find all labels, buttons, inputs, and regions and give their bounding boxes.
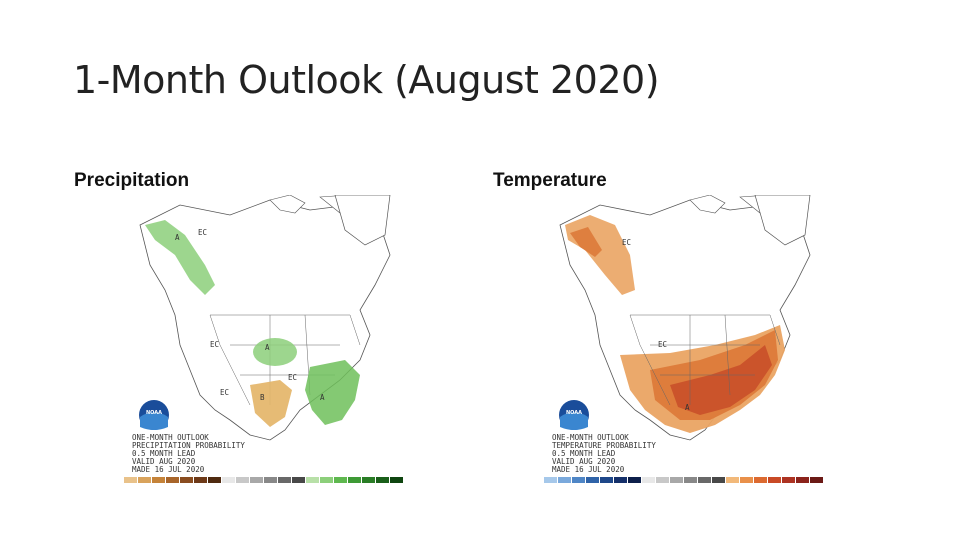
scale-swatch <box>712 477 725 483</box>
scale-swatch <box>698 477 711 483</box>
scale-swatch <box>390 477 403 483</box>
temp-color-scale <box>544 477 823 483</box>
info-line-4: VALID AUG 2020 <box>132 457 196 466</box>
info-line-3: 0.5 MONTH LEAD <box>132 449 196 458</box>
scale-swatch <box>376 477 389 483</box>
noaa-logo-text: NOAA <box>566 410 582 416</box>
precipitation-map-svg: EC A EC A EC EC B A NOAA ONE-MONTH OUTLO… <box>124 195 403 483</box>
scale-swatch <box>600 477 613 483</box>
scale-swatch <box>684 477 697 483</box>
scale-swatch <box>124 477 137 483</box>
region-label-ec-2: EC <box>210 340 219 349</box>
scale-swatch <box>334 477 347 483</box>
scale-swatch <box>166 477 179 483</box>
info-line-3: 0.5 MONTH LEAD <box>552 449 616 458</box>
scale-swatch <box>796 477 809 483</box>
temperature-label: Temperature <box>493 170 607 191</box>
region-label-b: B <box>260 393 265 402</box>
greenland <box>334 195 391 246</box>
scale-swatch <box>558 477 571 483</box>
scale-swatch <box>138 477 151 483</box>
scale-swatch <box>740 477 753 483</box>
scale-swatch <box>180 477 193 483</box>
region-label-ec-3: EC <box>288 373 297 382</box>
scale-swatch <box>642 477 655 483</box>
precip-color-scale <box>124 477 403 483</box>
scale-swatch <box>194 477 207 483</box>
region-label-a-3: A <box>320 393 325 402</box>
scale-swatch <box>306 477 319 483</box>
info-line-5: MADE 16 JUL 2020 <box>552 465 625 474</box>
scale-swatch <box>278 477 291 483</box>
alaska-above-region <box>145 220 215 295</box>
alaska-above-strong-region <box>570 227 602 257</box>
scale-swatch <box>754 477 767 483</box>
scale-swatch <box>614 477 627 483</box>
texas-below-region <box>250 380 292 427</box>
info-line-1: ONE-MONTH OUTLOOK <box>552 433 629 442</box>
region-label-a: A <box>685 403 690 412</box>
scale-swatch <box>810 477 823 483</box>
region-label-ec-1: EC <box>622 238 631 247</box>
noaa-logo-icon: NOAA <box>139 400 169 430</box>
info-line-4: VALID AUG 2020 <box>552 457 616 466</box>
scale-swatch <box>320 477 333 483</box>
us-above-strong-region <box>670 345 772 415</box>
scale-swatch <box>152 477 165 483</box>
scale-swatch <box>208 477 221 483</box>
slide-title: 1-Month Outlook (August 2020) <box>73 58 660 102</box>
info-line-2: PRECIPITATION PROBABILITY <box>132 441 245 450</box>
region-label-ec-4: EC <box>220 388 229 397</box>
scale-swatch <box>362 477 375 483</box>
region-label-a-1: A <box>175 233 180 242</box>
plains-above-region <box>253 338 297 366</box>
scale-swatch <box>264 477 277 483</box>
info-line-1: ONE-MONTH OUTLOOK <box>132 433 209 442</box>
scale-swatch <box>222 477 235 483</box>
info-line-5: MADE 16 JUL 2020 <box>132 465 205 474</box>
greenland <box>754 195 811 246</box>
scale-swatch <box>250 477 263 483</box>
scale-swatch <box>572 477 585 483</box>
scale-swatch <box>670 477 683 483</box>
scale-swatch <box>656 477 669 483</box>
noaa-logo-text: NOAA <box>146 410 162 416</box>
southeast-above-region <box>305 360 360 425</box>
scale-swatch <box>628 477 641 483</box>
scale-swatch <box>348 477 361 483</box>
scale-swatch <box>782 477 795 483</box>
region-label-ec-2: EC <box>658 340 667 349</box>
border-lines <box>629 314 781 406</box>
scale-swatch <box>236 477 249 483</box>
precipitation-label: Precipitation <box>74 170 190 191</box>
scale-swatch <box>292 477 305 483</box>
temperature-outlook-map: EC EC A NOAA ONE-MONTH OUTLOOK TEMPERATU… <box>540 195 840 485</box>
info-line-2: TEMPERATURE PROBABILITY <box>552 441 656 450</box>
noaa-logo-icon: NOAA <box>559 400 589 430</box>
temperature-map-svg: EC EC A NOAA ONE-MONTH OUTLOOK TEMPERATU… <box>544 195 823 483</box>
scale-swatch <box>726 477 739 483</box>
precipitation-outlook-map: EC A EC A EC EC B A NOAA ONE-MONTH OUTLO… <box>120 195 420 485</box>
scale-swatch <box>768 477 781 483</box>
region-label-ec-1: EC <box>198 228 207 237</box>
scale-swatch <box>544 477 557 483</box>
scale-swatch <box>586 477 599 483</box>
region-label-a-2: A <box>265 343 270 352</box>
